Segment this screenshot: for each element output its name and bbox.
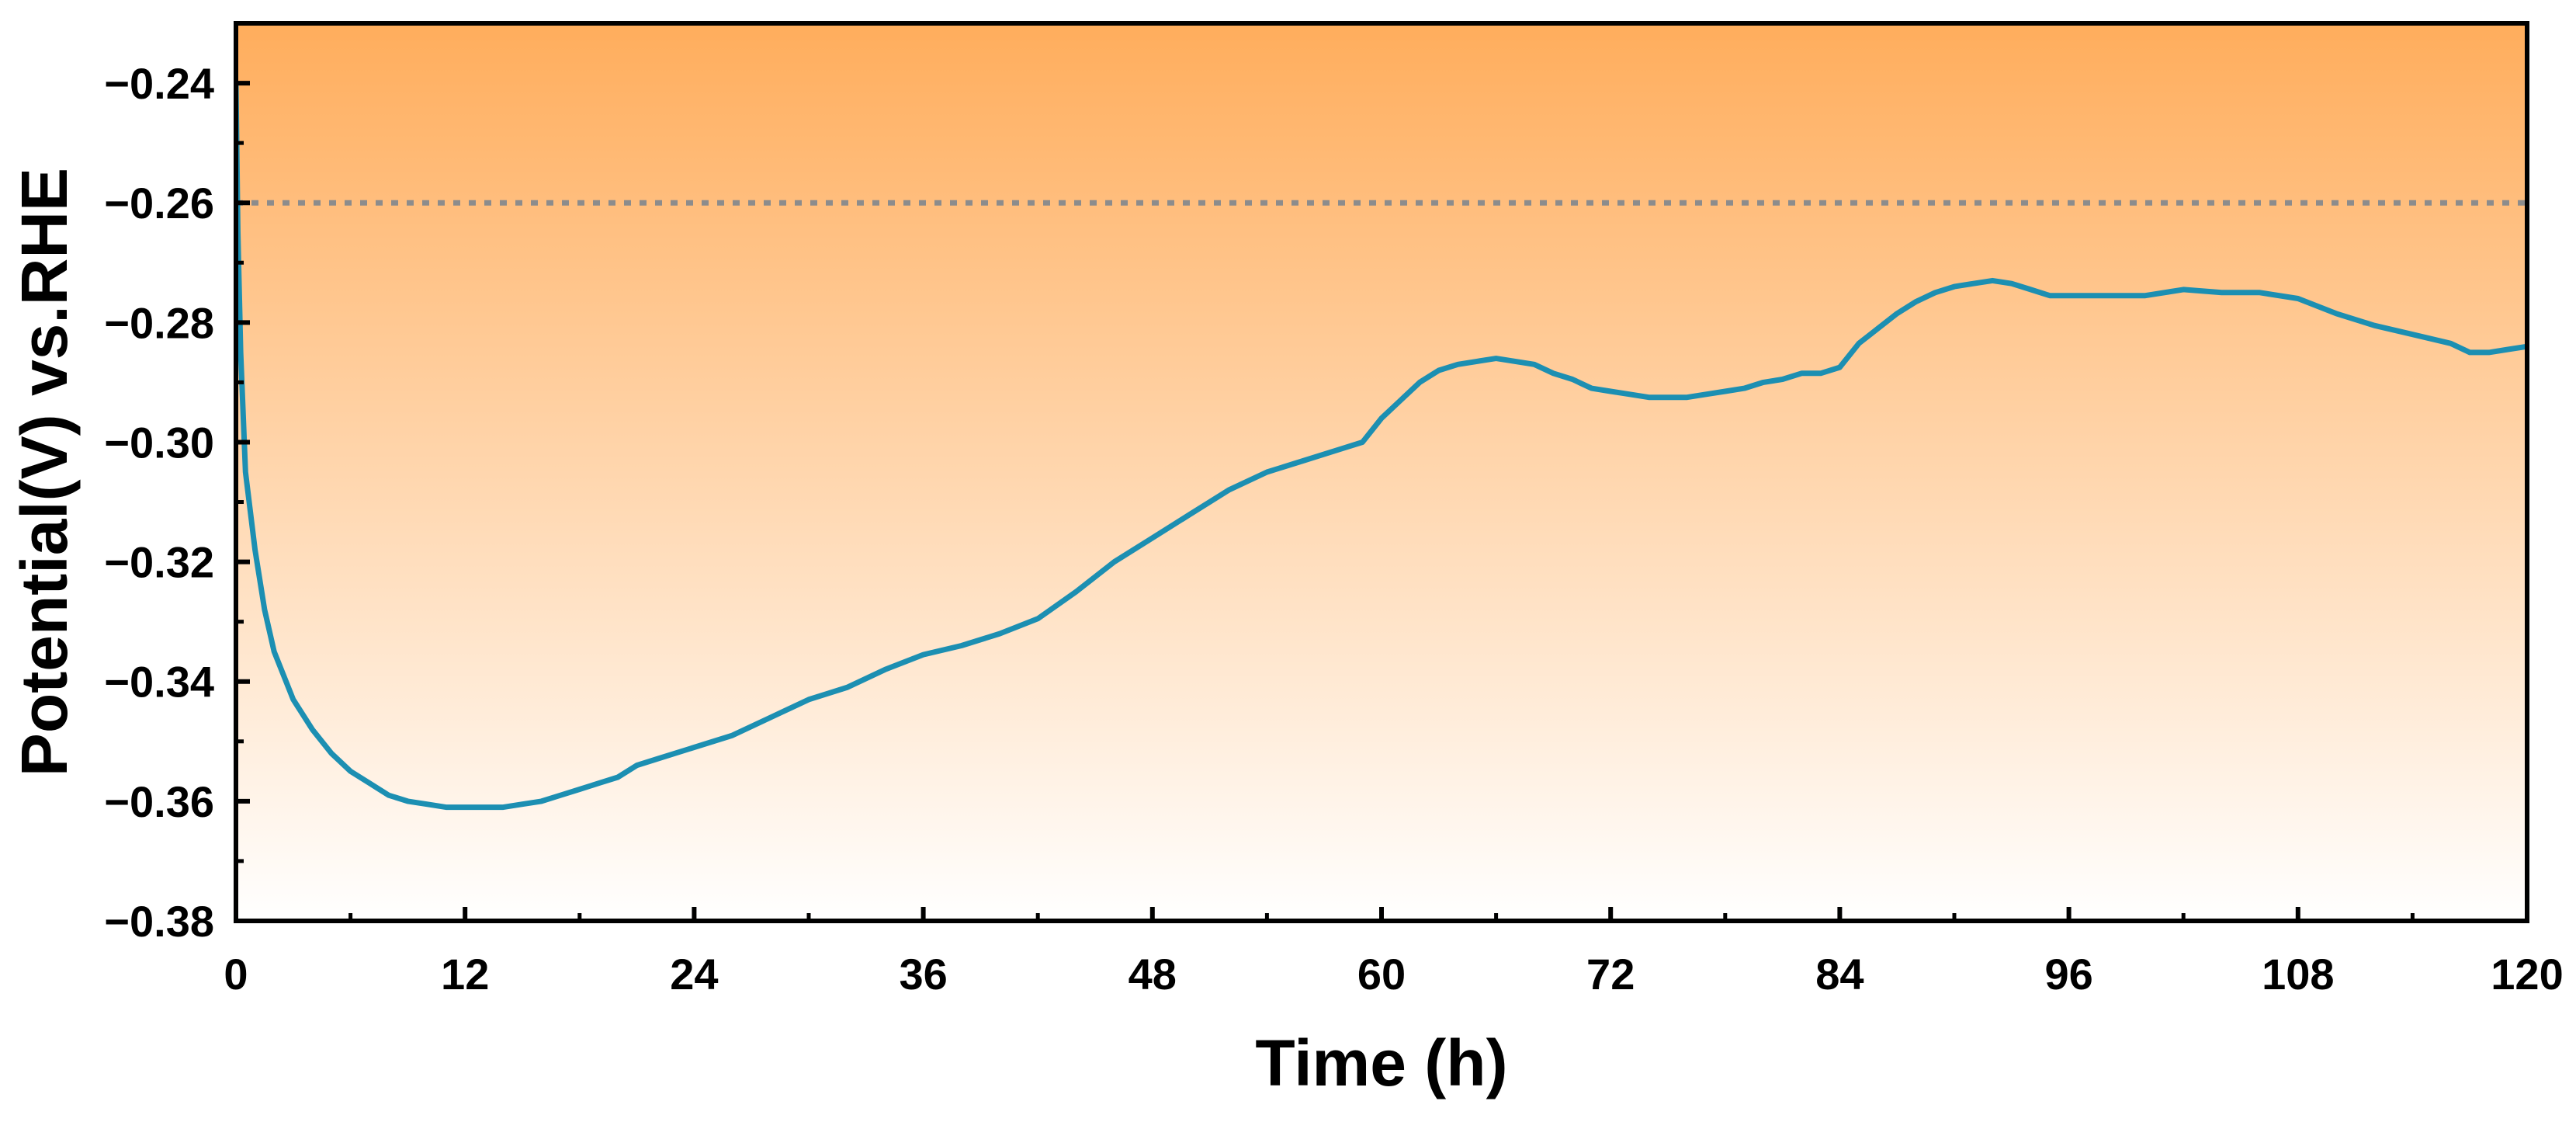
y-tick-label: −0.24 [104, 59, 214, 108]
x-tick-label: 84 [1815, 950, 1864, 999]
x-tick-label: 72 [1586, 950, 1635, 999]
x-tick-label: 0 [224, 950, 248, 999]
y-axis-title: Potential(V) vs.RHE [8, 168, 81, 776]
x-axis: 0 12 24 36 48 60 72 84 96 108 120 [224, 907, 2564, 999]
x-tick-label: 96 [2044, 950, 2092, 999]
x-tick-label: 60 [1357, 950, 1406, 999]
x-tick-label: 12 [441, 950, 489, 999]
y-tick-label: −0.32 [104, 538, 214, 587]
y-tick-label: −0.30 [104, 418, 214, 467]
y-tick-label: −0.36 [104, 777, 214, 826]
y-tick-label: −0.34 [104, 658, 214, 707]
y-tick-label: −0.38 [104, 897, 214, 946]
x-tick-label: 108 [2262, 950, 2334, 999]
series-line-0 [236, 80, 2527, 811]
x-tick-label: 48 [1129, 950, 1177, 999]
y-axis: −0.38 −0.36 −0.34 −0.32 −0.30 −0.28 −0.26 −0.24 [104, 59, 250, 946]
y-tick-label: −0.26 [104, 179, 214, 228]
plot-background [236, 23, 2527, 921]
x-tick-label: 24 [670, 950, 718, 999]
y-tick-label: −0.28 [104, 298, 214, 347]
x-tick-label: 36 [899, 950, 947, 999]
x-tick-label: 120 [2491, 950, 2563, 999]
x-axis-title: Time (h) [1255, 1026, 1507, 1099]
